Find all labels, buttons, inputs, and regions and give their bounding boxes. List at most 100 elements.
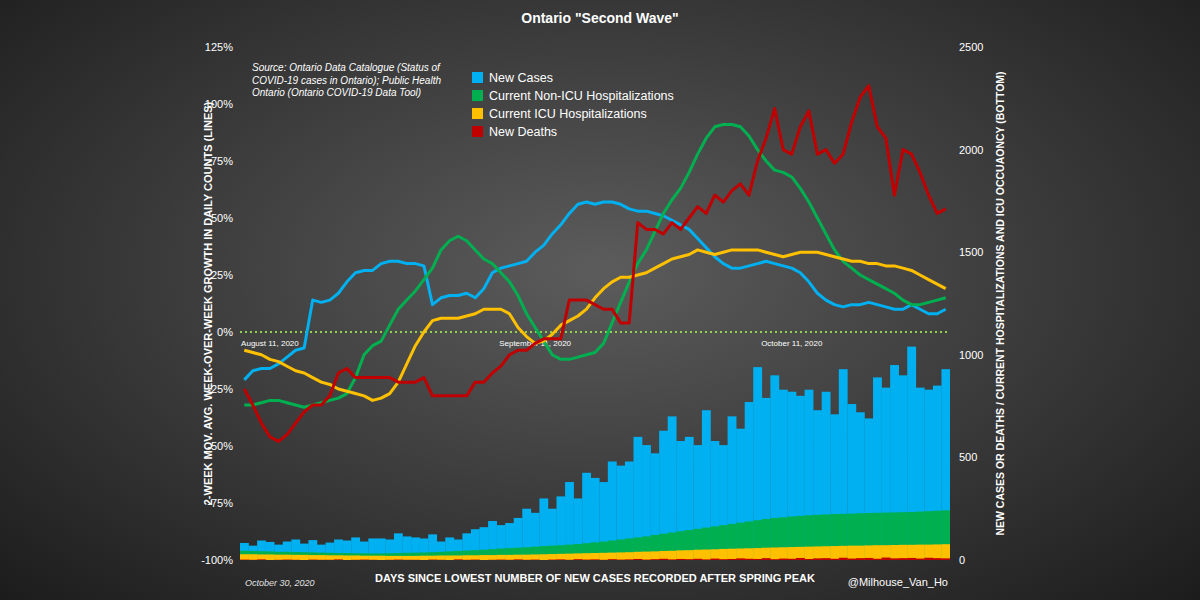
bar (839, 514, 848, 560)
bar (642, 536, 651, 560)
bar (257, 551, 266, 560)
bar (924, 558, 933, 560)
bar (796, 396, 805, 560)
y2-tick-label: 2000 (959, 144, 983, 156)
bar (377, 556, 386, 560)
series-line (244, 125, 945, 408)
bar (574, 498, 583, 560)
bar (805, 390, 814, 560)
bar (882, 513, 891, 560)
bar (745, 521, 754, 560)
bar (745, 402, 754, 560)
bar (651, 559, 660, 560)
bar (702, 559, 711, 560)
bar (343, 553, 352, 560)
y-tick-label: 75% (211, 155, 233, 167)
bar (308, 555, 317, 560)
bar (368, 559, 377, 560)
bar (924, 390, 933, 560)
bar (274, 555, 283, 560)
bar (308, 559, 317, 560)
bar (531, 513, 540, 560)
bar (471, 559, 480, 560)
bar (531, 559, 540, 560)
legend-label: Current ICU Hospitalizations (489, 107, 647, 121)
bar (599, 482, 608, 560)
bar (411, 553, 420, 560)
bar (240, 543, 249, 560)
bar (822, 514, 831, 560)
legend: New CasesCurrent Non-ICU Hospitalization… (472, 71, 674, 139)
y-axis-label: 2-WEEK MOV. AVG. WEEK-OVER-WEEK GROWTH I… (202, 101, 214, 505)
bar (522, 509, 531, 560)
bar (787, 547, 796, 560)
bar (377, 538, 386, 560)
bar (437, 555, 446, 560)
bar (334, 539, 343, 560)
bar (274, 545, 283, 560)
bar (753, 559, 762, 560)
bar (488, 555, 497, 560)
bar (599, 559, 608, 560)
bar (445, 560, 454, 561)
bar (454, 555, 463, 560)
bar (839, 369, 848, 560)
bar (633, 552, 642, 560)
bar (753, 520, 762, 560)
bar (266, 542, 275, 560)
bar (326, 555, 335, 560)
bar (642, 552, 651, 560)
x-tick-label: August 11, 2020 (241, 339, 299, 348)
bar (899, 558, 908, 560)
bar (907, 512, 916, 560)
bar (531, 554, 540, 560)
bar (608, 553, 617, 560)
source-note: Source: Ontario Data Catalogue (Status o… (252, 62, 441, 73)
bar (240, 551, 249, 560)
bar (488, 521, 497, 560)
bar (411, 559, 420, 560)
bar (565, 545, 574, 560)
bar (557, 559, 566, 560)
bar (591, 553, 600, 560)
bar (582, 553, 591, 560)
bar (676, 550, 685, 560)
y-tick-label: 0% (217, 326, 233, 338)
bar (548, 554, 557, 560)
bar (864, 418, 873, 560)
bar (428, 552, 437, 560)
legend-label: New Deaths (489, 125, 557, 139)
y-tick-label: 25% (211, 269, 233, 281)
bar (907, 545, 916, 560)
bar (736, 549, 745, 560)
bar (411, 556, 420, 560)
bar (668, 533, 677, 560)
bar (334, 555, 343, 560)
bar (916, 388, 925, 560)
bar (274, 552, 283, 560)
bar (659, 559, 668, 560)
bar (762, 548, 771, 560)
bar (882, 545, 891, 560)
bar (779, 390, 788, 560)
bar (924, 511, 933, 560)
bar (907, 558, 916, 560)
bar (548, 509, 557, 560)
bar (659, 551, 668, 560)
zero-line (240, 331, 950, 333)
bar (591, 542, 600, 560)
bar (839, 546, 848, 560)
bar (719, 559, 728, 560)
bar (522, 559, 531, 560)
bar (668, 551, 677, 560)
bar (283, 555, 292, 560)
bar (565, 559, 574, 560)
bar (480, 550, 489, 560)
bar (719, 445, 728, 560)
bar (548, 559, 557, 560)
bar (420, 560, 429, 561)
bar (557, 554, 566, 560)
bar (497, 555, 506, 560)
bar (616, 552, 625, 560)
bar (685, 550, 694, 560)
